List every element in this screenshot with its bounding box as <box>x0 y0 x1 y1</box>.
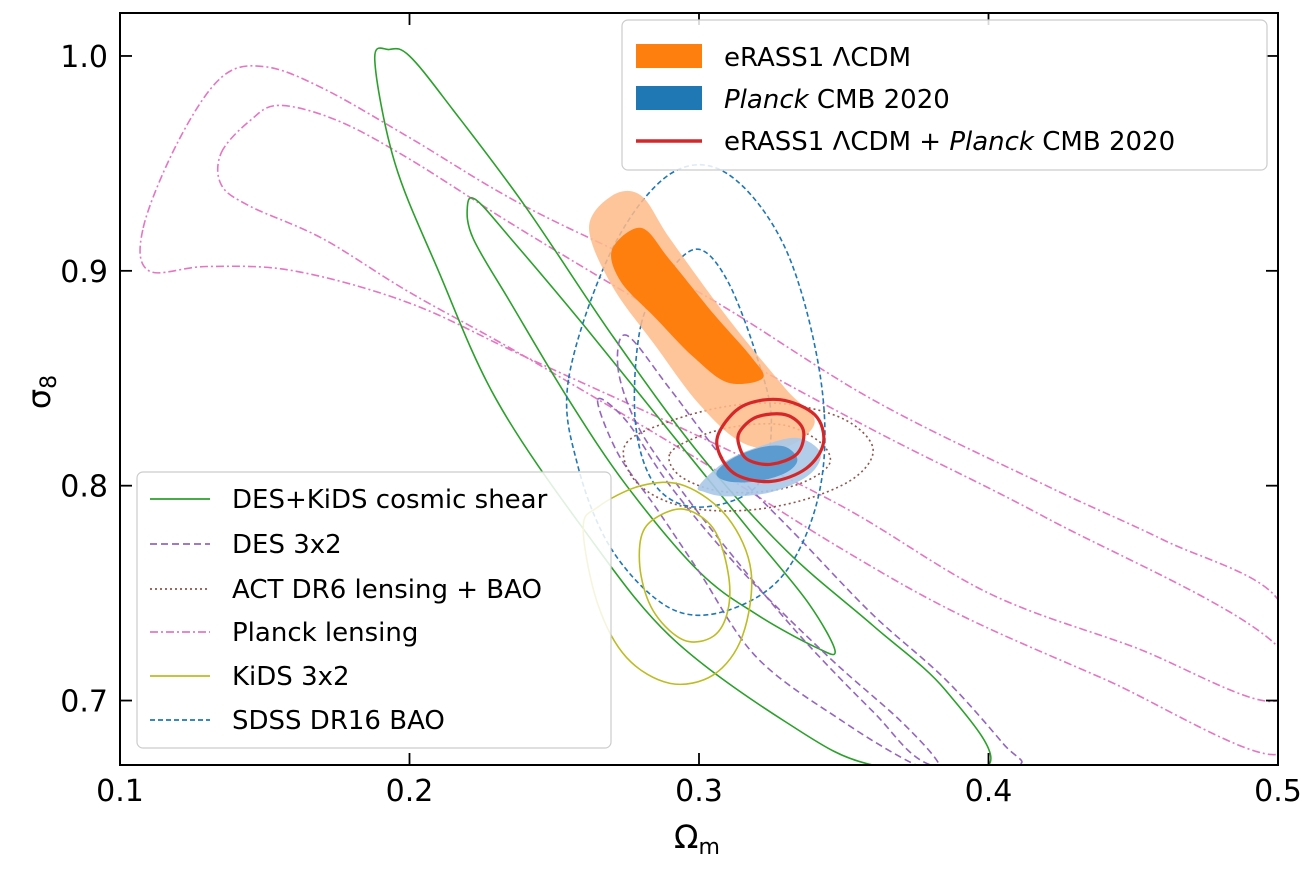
y-tick-label: 0.9 <box>60 255 108 290</box>
contour-sdss-8 <box>565 164 826 617</box>
x-tick-label: 0.2 <box>386 774 434 809</box>
legend-label-planck-lensing: Planck lensing <box>232 618 418 648</box>
legend-label-des3x2: DES 3x2 <box>232 530 342 560</box>
legend-lower-box <box>136 471 612 749</box>
y-tick-label: 1.0 <box>60 40 108 75</box>
legend-label-act: ACT DR6 lensing + BAO <box>232 575 542 605</box>
legend-label-des-kids: DES+KiDS cosmic shear <box>232 485 548 515</box>
legend-swatch-erass1 <box>636 44 702 68</box>
x-tick-label: 0.3 <box>675 774 723 809</box>
contour-des_kids-2 <box>373 47 992 765</box>
contour-des3x2-5 <box>616 334 1023 765</box>
contour-sdss-9 <box>633 248 773 508</box>
legend-swatch-planck-cmb <box>636 86 702 110</box>
contour-act-6 <box>622 402 874 512</box>
contour-erass1-13 <box>611 227 764 385</box>
y-tick-label: 0.8 <box>60 470 108 505</box>
x-tick-label: 0.4 <box>965 774 1013 809</box>
y-tick-label: 0.7 <box>60 685 108 720</box>
legend-upper-box <box>621 19 1268 171</box>
legend-label-sdss: SDSS DR16 BAO <box>232 706 445 736</box>
x-tick-label: 0.5 <box>1254 774 1302 809</box>
contour-des3x2-4 <box>596 397 941 765</box>
legend-label-erass1: eRASS1 ΛCDM <box>724 43 911 73</box>
x-axis-label: Ωm <box>674 818 720 860</box>
contour-kids3x2-10 <box>582 481 753 686</box>
legend-upper: eRASS1 ΛCDM Planck CMB 2020 eRASS1 ΛCDM … <box>621 19 1268 171</box>
legend-label-kids3x2: KiDS 3x2 <box>232 662 350 692</box>
tick-layer: 0.1 0.2 0.3 0.4 0.5 0.7 0.8 0.9 1.0 <box>60 13 1302 809</box>
x-tick-label: 0.1 <box>96 774 144 809</box>
legend-label-planck-cmb: Planck CMB 2020 <box>724 85 950 115</box>
legend-label-combined: eRASS1 ΛCDM + Planck CMB 2020 <box>724 127 1175 157</box>
contour-kids3x2-11 <box>638 508 731 643</box>
y-axis-label: σ8 <box>20 375 62 409</box>
legend-lower: DES+KiDS cosmic shear DES 3x2 ACT DR6 le… <box>136 471 612 749</box>
contour-des_kids-3 <box>466 196 836 656</box>
contour-combined-16 <box>715 397 826 484</box>
contour-planck_lensing-0 <box>139 65 1278 703</box>
contour-combined-17 <box>736 412 806 467</box>
contour-layer <box>139 47 1278 765</box>
